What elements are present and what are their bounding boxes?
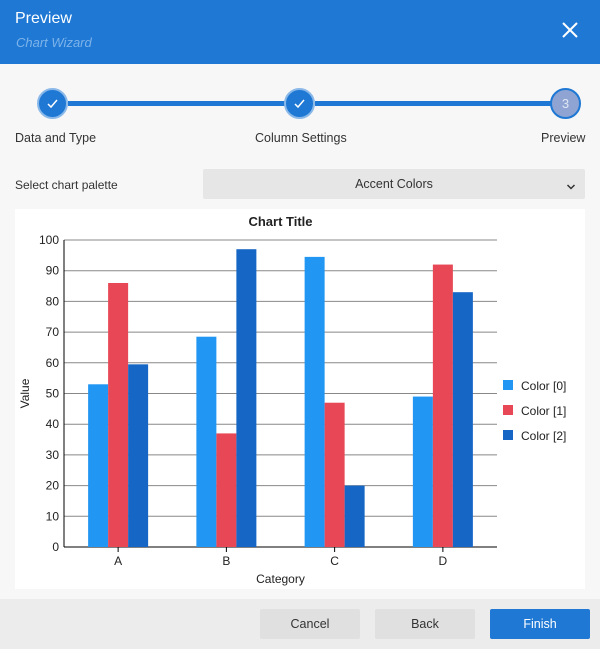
bar [216, 433, 237, 547]
step-1-indicator[interactable] [37, 88, 68, 119]
bar-chart: Chart Title 0 10 20 30 40 50 60 70 80 90 100 A B C D Cat… [18, 214, 566, 586]
step-3-indicator: 3 [550, 88, 581, 119]
legend-label: Color [2] [521, 429, 566, 443]
y-tick-label: 100 [39, 233, 59, 247]
y-axis-label: Value [18, 378, 32, 408]
chart-preview: Chart Title 0 10 20 30 40 50 60 70 80 90 100 A B C D Cat… [15, 209, 585, 589]
x-axis-label: Category [256, 572, 305, 586]
bar [412, 396, 433, 547]
step-connector [68, 101, 286, 106]
chart-title: Chart Title [248, 214, 312, 229]
close-icon[interactable] [558, 18, 582, 42]
finish-button[interactable]: Finish [490, 609, 590, 639]
bar [304, 256, 325, 547]
legend-label: Color [0] [521, 379, 566, 393]
y-tick-label: 70 [46, 325, 60, 339]
x-tick-label: A [114, 554, 122, 568]
legend-label: Color [1] [521, 404, 566, 418]
y-tick-label: 10 [46, 509, 60, 523]
cancel-button[interactable]: Cancel [260, 609, 360, 639]
bar [236, 249, 257, 547]
palette-dropdown[interactable]: Accent Colors [203, 169, 585, 199]
dialog-footer: Cancel Back Finish [0, 599, 600, 649]
legend-swatch [503, 380, 513, 390]
y-tick-label: 40 [46, 417, 60, 431]
step-connector [315, 101, 553, 106]
bar [128, 364, 149, 547]
x-tick-label: B [222, 554, 230, 568]
bar [324, 402, 345, 547]
y-tick-label: 20 [46, 479, 60, 493]
bar [196, 336, 217, 547]
y-tick-label: 80 [46, 294, 60, 308]
x-tick-label: C [330, 554, 339, 568]
legend-swatch [503, 405, 513, 415]
y-tick-label: 30 [46, 448, 60, 462]
wizard-stepper: 3 Data and Type Column Settings Preview [0, 64, 600, 154]
palette-label: Select chart palette [15, 178, 118, 192]
x-tick-label: D [439, 554, 448, 568]
chevron-down-icon [566, 179, 576, 197]
back-button[interactable]: Back [375, 609, 475, 639]
step-3-label: Preview [541, 131, 586, 145]
y-tick-label: 60 [46, 356, 60, 370]
bar [432, 264, 453, 547]
palette-selected-value: Accent Colors [355, 177, 433, 191]
dialog-subtitle: Chart Wizard [16, 35, 92, 50]
legend-swatch [503, 430, 513, 440]
bar [344, 485, 365, 547]
dialog-header: Preview Chart Wizard [0, 0, 600, 64]
y-tick-label: 0 [52, 540, 59, 554]
bar [452, 292, 473, 547]
y-tick-label: 90 [46, 264, 60, 278]
dialog-title: Preview [15, 10, 72, 27]
y-tick-label: 50 [46, 387, 60, 401]
step-1-label: Data and Type [15, 131, 97, 145]
step-2-label: Column Settings [255, 131, 347, 145]
bar [108, 282, 129, 547]
step-2-indicator[interactable] [284, 88, 315, 119]
bar [88, 384, 109, 547]
